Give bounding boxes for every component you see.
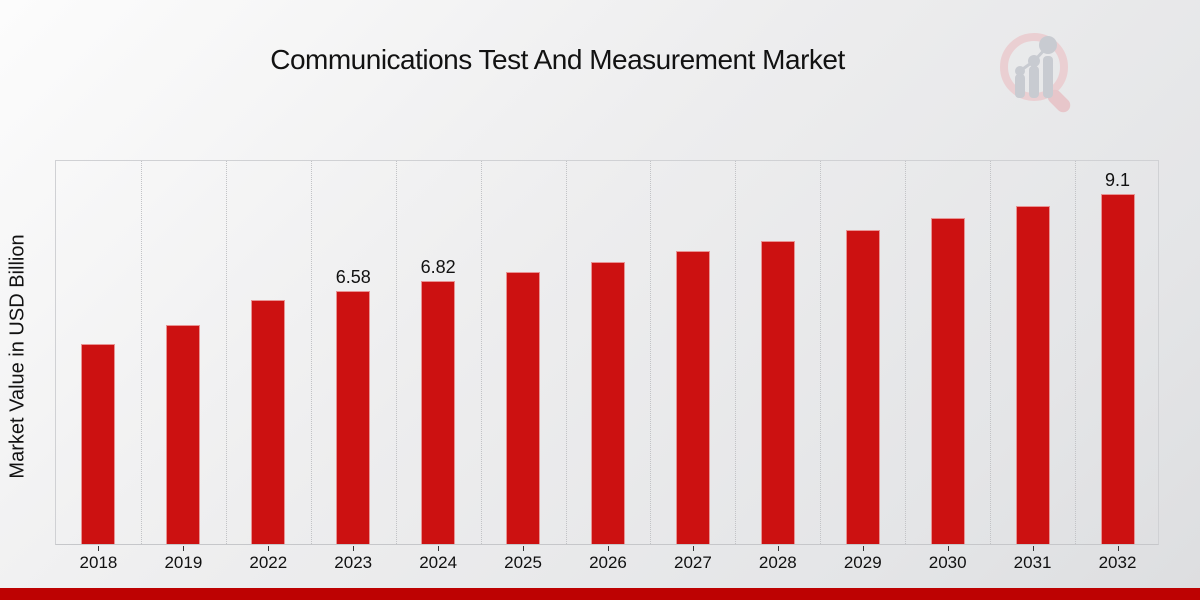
- bar-2026: [590, 262, 625, 544]
- bar-2019: [166, 325, 201, 544]
- bar-2022: [251, 300, 286, 544]
- bar-column: 2026: [566, 161, 651, 572]
- bar-2030: [930, 218, 965, 544]
- x-axis-label-2025: 2025: [504, 553, 542, 572]
- x-axis-label-2018: 2018: [79, 553, 118, 572]
- vertical-gridline: [310, 161, 312, 544]
- bar-column: 2018: [56, 161, 141, 572]
- bar-2029: [845, 230, 880, 544]
- bar-2031: [1015, 206, 1050, 544]
- bar-column: 2019: [141, 161, 226, 572]
- bar-2018: [81, 344, 116, 544]
- x-axis-tick: [1117, 546, 1119, 551]
- vertical-gridline: [650, 161, 652, 544]
- bar-column: 2029: [820, 161, 905, 572]
- x-axis-label-2028: 2028: [758, 553, 797, 572]
- bar-value-label-2024: 6.82: [420, 257, 456, 277]
- vertical-gridline: [1075, 161, 1077, 544]
- vertical-gridline: [225, 161, 227, 544]
- x-axis-label-2026: 2026: [589, 553, 627, 572]
- plot-area: 2018 2019 2022 6.58 2023 6.82 2024 2025 2026 2027…: [55, 160, 1160, 572]
- bar-value-label-2032: 9.1: [1105, 170, 1131, 190]
- x-axis-tick: [523, 546, 525, 551]
- bar-column: 2025: [481, 161, 566, 572]
- bar-column: 2028: [735, 161, 820, 572]
- bar-column: 2031: [990, 161, 1075, 572]
- vertical-gridline: [990, 161, 992, 544]
- bar-2023: [336, 291, 371, 544]
- x-axis-tick: [268, 546, 270, 551]
- x-axis-tick: [607, 546, 609, 551]
- bar-column: 2027: [650, 161, 735, 572]
- x-axis-label-2022: 2022: [249, 553, 288, 572]
- vertical-gridline: [735, 161, 737, 544]
- vertical-gridline: [820, 161, 822, 544]
- x-axis-tick: [777, 546, 779, 551]
- bar-value-label-2023: 6.58: [335, 267, 371, 287]
- vertical-gridline: [480, 161, 482, 544]
- bar-2025: [506, 272, 541, 544]
- x-axis-label-2031: 2031: [1013, 553, 1052, 572]
- bar-2027: [675, 251, 710, 544]
- bar-column: 6.82 2024: [396, 161, 481, 572]
- x-axis-label-2024: 2024: [419, 553, 458, 572]
- x-axis-tick: [183, 546, 185, 551]
- bar-column: 9.1 2032: [1075, 161, 1160, 572]
- x-axis-tick: [1032, 546, 1034, 551]
- x-axis-tick: [947, 546, 949, 551]
- bottom-ribbon: [0, 588, 1200, 600]
- x-axis-tick: [692, 546, 694, 551]
- x-axis-tick: [353, 546, 355, 551]
- bar-column: 6.58 2023: [311, 161, 396, 572]
- vertical-gridline: [905, 161, 907, 544]
- x-axis-label-2029: 2029: [843, 553, 882, 572]
- x-axis-tick: [98, 546, 100, 551]
- x-axis-label-2019: 2019: [164, 553, 203, 572]
- bar-2032: [1100, 194, 1135, 544]
- chart-title: Communications Test And Measurement Mark…: [270, 44, 845, 75]
- x-axis-label-2023: 2023: [334, 553, 373, 572]
- bar-column: 2022: [226, 161, 311, 572]
- bar-2024: [421, 281, 456, 544]
- x-axis-tick: [862, 546, 864, 551]
- magnifier-bar-chart-logo-icon: [1000, 33, 1071, 113]
- vertical-gridline: [140, 161, 142, 544]
- x-axis-label-2030: 2030: [928, 553, 967, 572]
- x-axis-label-2027: 2027: [673, 553, 712, 572]
- y-axis-label: Market Value in USD Billion: [6, 234, 29, 479]
- x-axis-tick: [438, 546, 440, 551]
- vertical-gridline: [565, 161, 567, 544]
- bar-2028: [760, 241, 795, 544]
- vertical-gridline: [395, 161, 397, 544]
- x-axis-label-2032: 2032: [1098, 553, 1137, 572]
- bar-column: 2030: [905, 161, 990, 572]
